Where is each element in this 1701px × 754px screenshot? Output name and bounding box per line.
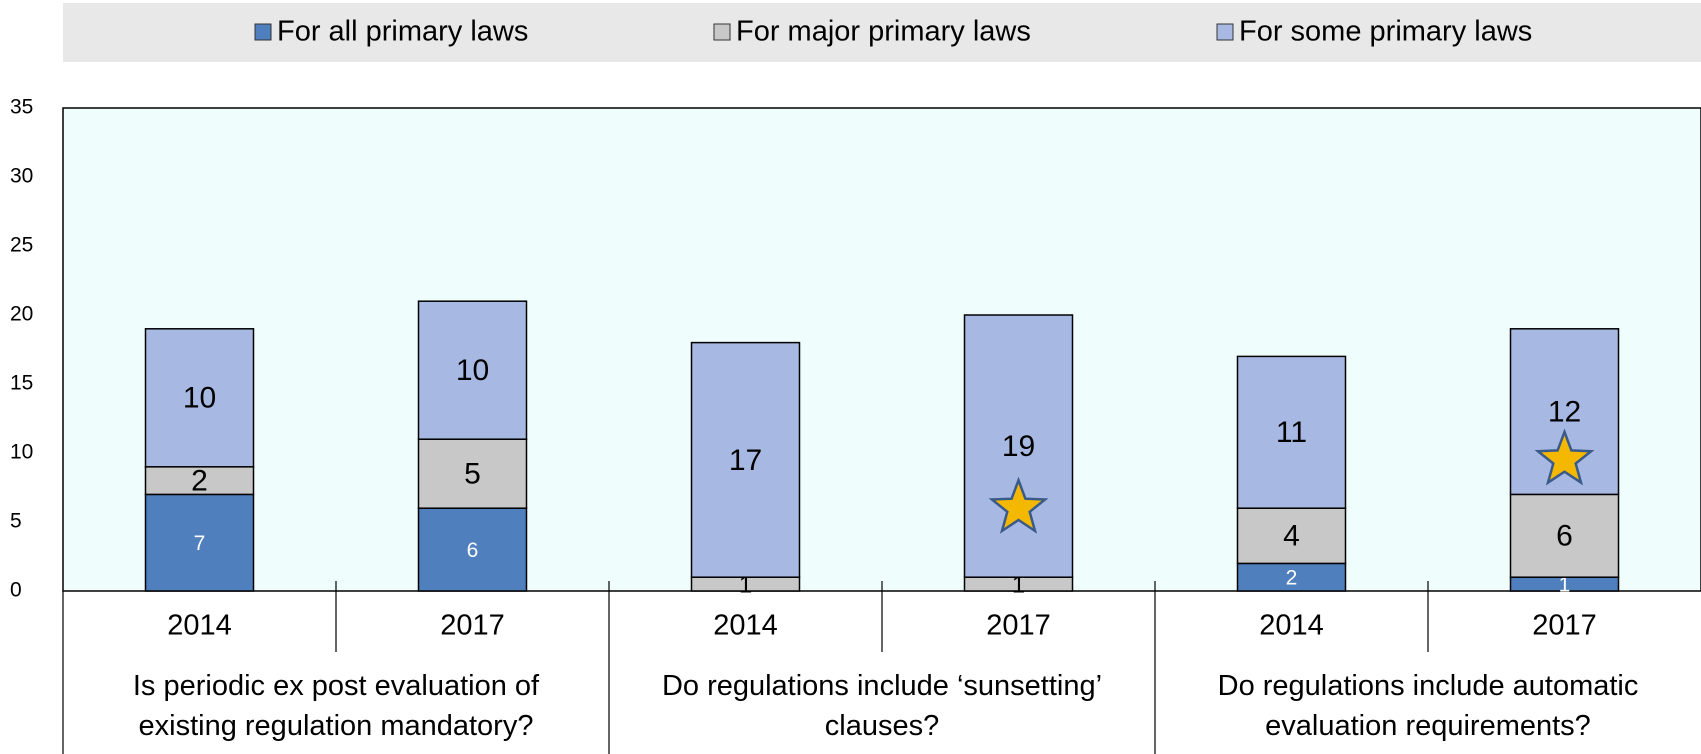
star-marker [988,476,1049,534]
legend-background [63,3,1701,62]
data-label: 2 [191,465,208,498]
bar-segment [1236,355,1347,509]
bar-segment [144,493,255,592]
data-label: 19 [1002,430,1035,463]
data-label: 6 [1556,520,1573,553]
legend-label: For some primary laws [1239,16,1532,48]
bar-segment [1236,507,1347,565]
group-label: Do regulations include ‘sunsetting’ clau… [661,670,1103,742]
x-tick-label: 2017 [1532,610,1597,642]
bar-segment [417,507,528,592]
y-tick-label: 10 [10,441,33,464]
data-label: 6 [467,539,479,562]
x-tick-label: 2014 [1259,610,1324,642]
legend-swatch [713,23,731,41]
bar-segment [690,341,801,578]
bar-segment [144,328,255,468]
x-tick-label: 2014 [167,610,232,642]
bar-segment [417,438,528,509]
bar-segment [963,314,1074,578]
data-label: 4 [1283,520,1300,553]
y-tick-label: 5 [10,510,22,533]
data-label: 17 [729,444,762,477]
legend-swatch [254,23,272,41]
y-tick-label: 0 [10,579,22,602]
group-label: Do regulations include automatic evaluat… [1217,670,1639,742]
plot-area [62,107,1701,592]
bar-segment [417,300,528,440]
y-tick-label: 30 [10,165,33,188]
bar-segment [1236,562,1347,592]
x-tick-label: 2017 [986,610,1051,642]
y-tick-label: 25 [10,234,33,257]
x-tick-label: 2014 [713,610,778,642]
data-label: 2 [1286,567,1298,590]
x-tick-label: 2017 [440,610,505,642]
data-label: 12 [1548,396,1581,429]
data-label: 7 [194,532,206,555]
data-label: 10 [183,382,216,415]
data-label: 1 [1012,571,1025,598]
data-label: 11 [1276,416,1307,449]
y-tick-label: 15 [10,372,33,395]
y-tick-label: 35 [10,96,33,119]
data-label: 5 [464,458,481,491]
data-label: 1 [1559,574,1571,597]
data-label: 10 [456,354,489,387]
legend-label: For all primary laws [277,16,528,48]
legend-label: For major primary laws [736,16,1031,48]
star-marker [1534,428,1595,486]
legend-swatch [1216,23,1234,41]
group-label: Is periodic ex post evaluation of existi… [132,670,540,742]
y-tick-label: 20 [10,303,33,326]
data-label: 1 [739,571,752,598]
